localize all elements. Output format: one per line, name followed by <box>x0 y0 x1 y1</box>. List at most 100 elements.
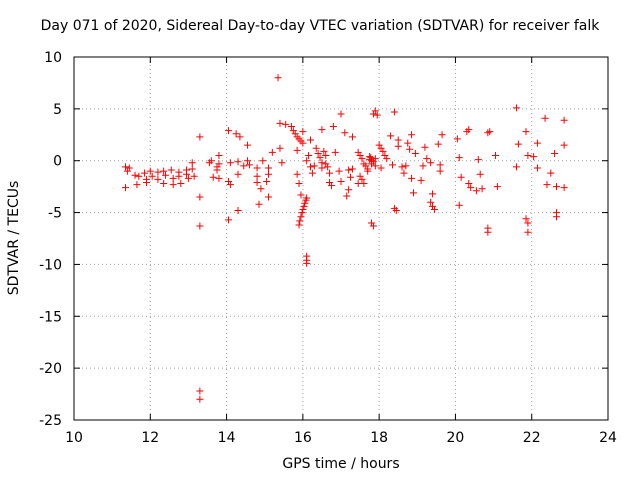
data-point <box>404 139 412 147</box>
data-point <box>402 162 410 170</box>
plot-frame <box>73 56 609 421</box>
data-point <box>331 148 339 156</box>
data-point <box>560 184 568 192</box>
data-point <box>335 167 343 175</box>
data-point <box>326 178 334 186</box>
data-point <box>299 139 307 147</box>
data-point <box>215 160 223 168</box>
data-point <box>259 157 267 165</box>
data-point <box>312 144 320 152</box>
data-point <box>154 175 162 183</box>
data-point <box>253 172 261 180</box>
data-point <box>322 160 330 168</box>
data-point <box>381 152 389 160</box>
y-tick-label: 0 <box>53 154 62 170</box>
data-point <box>299 128 307 136</box>
data-point <box>308 169 316 177</box>
data-point <box>457 173 465 181</box>
data-point <box>341 129 349 137</box>
data-point <box>196 222 204 230</box>
data-point <box>265 164 273 172</box>
data-point <box>196 387 204 395</box>
data-point <box>347 173 355 181</box>
data-point <box>388 161 396 169</box>
data-point <box>196 193 204 201</box>
data-point <box>369 110 377 118</box>
data-point <box>530 153 538 161</box>
x-axis-label: GPS time / hours <box>282 456 400 472</box>
data-point <box>436 161 444 169</box>
data-point <box>255 200 263 208</box>
data-point <box>310 162 318 170</box>
data-markers <box>121 74 568 403</box>
data-point <box>486 128 494 136</box>
data-point <box>348 133 356 141</box>
data-point <box>522 215 530 223</box>
data-point <box>282 120 290 128</box>
data-point <box>524 152 532 160</box>
data-point <box>360 180 368 188</box>
data-point <box>196 395 204 403</box>
data-point <box>377 164 385 172</box>
data-point <box>541 114 549 122</box>
data-point <box>406 145 414 153</box>
data-point <box>369 222 377 230</box>
data-point <box>253 164 261 172</box>
data-point <box>299 205 307 213</box>
data-point <box>142 178 150 186</box>
y-tick-label: -5 <box>48 206 62 222</box>
data-point <box>318 164 326 172</box>
data-point <box>419 162 427 170</box>
data-point <box>364 167 372 175</box>
data-point <box>543 181 551 189</box>
data-point <box>409 189 417 197</box>
data-point <box>472 187 480 195</box>
data-point <box>375 141 383 149</box>
data-point <box>274 74 282 82</box>
data-point <box>322 152 330 160</box>
data-point <box>373 111 381 119</box>
data-point <box>160 167 168 175</box>
data-point <box>234 206 242 214</box>
data-point <box>358 175 366 183</box>
data-point <box>295 221 303 229</box>
data-point <box>345 166 353 174</box>
data-point <box>324 163 332 171</box>
data-point <box>354 148 362 156</box>
tick-labels: 10 12 14 16 18 20 22 24 -25 -20 -15 -10 -5 0 5 10 <box>39 50 617 446</box>
data-point <box>125 164 133 172</box>
data-point <box>345 186 353 194</box>
data-point <box>298 209 306 217</box>
data-point <box>379 147 387 155</box>
data-point <box>465 126 473 134</box>
data-point <box>175 172 183 180</box>
data-point <box>141 169 149 177</box>
data-point <box>190 172 198 180</box>
data-point <box>293 146 301 154</box>
axis-ticks <box>73 56 609 421</box>
data-point <box>169 174 177 182</box>
data-point <box>390 108 398 116</box>
data-point <box>438 131 446 139</box>
data-point <box>244 141 252 149</box>
data-point <box>213 166 221 174</box>
data-point <box>169 181 177 189</box>
data-point <box>234 170 242 178</box>
data-point <box>244 157 252 165</box>
data-point <box>278 159 286 167</box>
data-point <box>291 130 299 138</box>
x-tick-label: 16 <box>294 430 312 446</box>
data-point <box>293 170 301 178</box>
data-point <box>148 172 156 180</box>
data-point <box>455 154 463 162</box>
data-point <box>387 132 395 140</box>
data-point <box>358 155 366 163</box>
data-point <box>123 167 131 175</box>
x-tick-label: 14 <box>218 430 236 446</box>
data-point <box>427 198 435 206</box>
x-tick-label: 12 <box>141 430 159 446</box>
data-point <box>224 216 232 224</box>
data-point <box>196 133 204 141</box>
data-point <box>348 165 356 173</box>
data-point <box>533 139 541 147</box>
